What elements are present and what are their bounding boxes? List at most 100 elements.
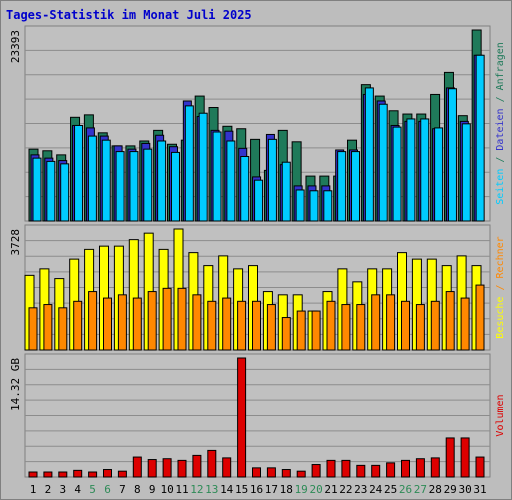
x-tick-label: 23 [354,483,367,496]
rechner-bar [177,287,187,351]
volumen-bar [103,469,112,478]
visits-legend-label-part-0: Besuche [495,297,506,339]
rechner-bar [222,297,232,351]
volumen-bar [162,458,172,478]
x-tick-label: 10 [160,483,173,496]
seiten-bar [46,160,56,222]
volumen-bar [222,457,232,478]
volumen-bar [371,464,381,478]
seiten-bar [447,88,457,222]
chart-title: Tages-Statistik im Monat Juli 2025 [6,8,252,22]
seiten-bar [281,161,291,222]
rechner-bar [326,300,336,351]
rechner-bar [162,287,172,351]
rechner-bar [192,294,202,351]
seiten-bar [170,151,180,222]
volumen-bar [252,467,261,478]
rechner-bar [266,304,276,351]
volumen-bar [192,454,202,478]
seiten-bar [434,127,444,222]
volumen-bar [386,462,396,478]
x-tick-label: 26 [399,483,412,496]
volumen-bar [88,471,98,478]
x-tick-label: 5 [89,483,96,496]
rechner-bar [237,300,247,351]
rechner-bar [43,304,53,351]
hits-legend-label-part-3: / [495,90,506,108]
volume-legend-label-part-0: Volumen [495,394,506,436]
seiten-bar [74,124,84,222]
visits-legend-label-part-2: Rechner [495,236,506,278]
volumen-bar [132,456,142,478]
seiten-bar [240,155,250,222]
rechner-bar [460,297,470,351]
x-tick-label: 21 [324,483,337,496]
volumen-bar [207,449,217,478]
seiten-bar [420,118,430,222]
volumen-bar [296,470,306,478]
rechner-bar [73,300,83,351]
x-tick-label: 11 [175,483,188,496]
x-tick-label: 29 [444,483,457,496]
x-tick-label: 15 [235,483,248,496]
rechner-bar [296,310,306,351]
volume-ymax-label: 14.32 GB [9,358,22,411]
visits-legend-label: Besuche / Rechner [495,236,506,338]
seiten-bar [143,148,153,222]
volumen-bar [177,459,187,478]
rechner-bar [430,300,440,351]
x-tick-label: 16 [250,483,263,496]
seiten-bar [115,151,125,222]
seiten-bar [198,112,208,222]
seiten-bar [323,190,333,222]
visits-ymax-label: 3728 [9,229,22,256]
rechner-bar [252,300,261,351]
volumen-bar [415,458,425,478]
volumen-bar [281,469,291,478]
x-tick-label: 13 [205,483,218,496]
rechner-bar [401,300,410,351]
rechner-bar [207,300,217,351]
rechner-bar [132,297,142,351]
seiten-bar [129,151,139,222]
volumen-bar [356,464,366,478]
visits-legend-label-part-1: / [495,278,506,296]
volumen-bar [58,471,68,478]
volumen-bar [73,469,83,478]
rechner-bar [281,317,291,351]
rechner-bar [147,291,157,351]
rechner-bar [386,294,396,351]
x-tick-label: 24 [369,483,383,496]
x-tick-label: 2 [45,483,52,496]
x-tick-label: 22 [339,483,352,496]
rechner-bar [341,304,351,351]
hits-ymax-label: 23393 [9,30,22,63]
volumen-bar [460,437,470,478]
seiten-bar [212,131,222,222]
x-tick-label: 30 [458,483,471,496]
seiten-bar [475,54,485,222]
volumen-bar [445,437,455,478]
x-tick-label: 31 [473,483,486,496]
seiten-bar [226,140,236,222]
rechner-bar [117,294,127,351]
seiten-bar [184,105,194,222]
x-tick-label: 17 [265,483,278,496]
hits-legend-label-part-4: Anfragen [495,42,506,90]
x-tick-label: 4 [74,483,81,496]
x-tick-label: 12 [190,483,203,496]
volumen-bar [147,459,157,478]
rechner-bar [103,297,112,351]
rechner-bar [356,304,366,351]
x-tick-label: 19 [295,483,308,496]
rechner-bar [445,291,455,351]
volumen-bar [341,459,351,478]
volumen-bar [28,471,38,478]
x-tick-label: 1 [30,483,37,496]
rechner-bar [311,310,321,351]
hits-legend-label-part-1: / [495,151,506,169]
seiten-bar [60,163,70,222]
seiten-bar [254,179,264,222]
seiten-bar [101,139,111,222]
x-tick-label: 20 [309,483,322,496]
